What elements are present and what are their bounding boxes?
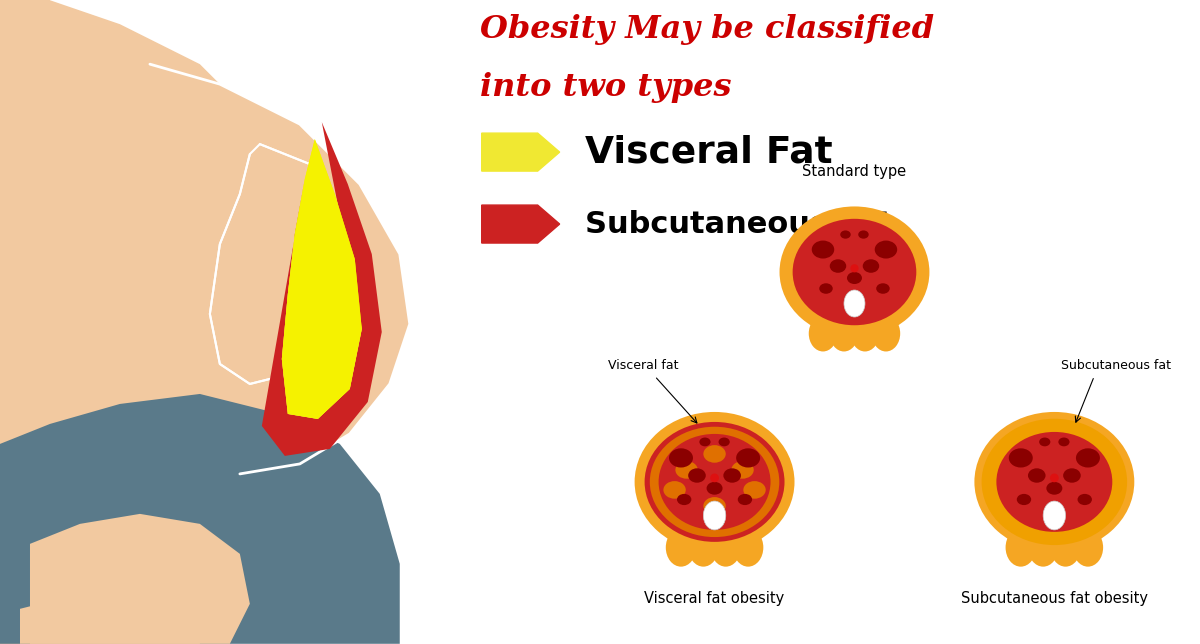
Text: Obesity May be classified: Obesity May be classified [480, 14, 934, 45]
Ellipse shape [688, 528, 719, 567]
Ellipse shape [1043, 501, 1066, 530]
Ellipse shape [703, 501, 726, 530]
Ellipse shape [1058, 437, 1069, 446]
Ellipse shape [996, 432, 1112, 532]
Ellipse shape [1016, 494, 1031, 505]
Ellipse shape [743, 481, 766, 498]
Ellipse shape [871, 316, 900, 352]
Ellipse shape [644, 422, 785, 542]
Ellipse shape [820, 283, 833, 294]
Ellipse shape [1001, 436, 1109, 528]
Ellipse shape [809, 316, 838, 352]
Ellipse shape [1028, 468, 1045, 483]
Text: Standard type: Standard type [803, 164, 906, 179]
Ellipse shape [1063, 468, 1081, 483]
Ellipse shape [659, 434, 770, 530]
Ellipse shape [982, 419, 1127, 545]
Ellipse shape [851, 316, 880, 352]
Ellipse shape [664, 481, 685, 498]
Circle shape [851, 264, 858, 272]
Ellipse shape [710, 528, 740, 567]
Ellipse shape [793, 219, 917, 325]
Ellipse shape [700, 437, 710, 446]
Text: Subcutaneous Fat: Subcutaneous Fat [584, 209, 893, 238]
Ellipse shape [703, 445, 726, 462]
Ellipse shape [1039, 437, 1050, 446]
Polygon shape [150, 64, 409, 474]
Polygon shape [30, 514, 250, 644]
Text: Visceral Fat: Visceral Fat [584, 134, 833, 170]
Text: Visceral fat obesity: Visceral fat obesity [644, 591, 785, 606]
Polygon shape [0, 0, 290, 554]
Circle shape [1050, 473, 1058, 482]
Ellipse shape [876, 283, 889, 294]
Ellipse shape [635, 412, 794, 552]
Ellipse shape [1009, 448, 1033, 468]
Ellipse shape [829, 316, 858, 352]
FancyArrow shape [481, 133, 559, 171]
Ellipse shape [840, 231, 851, 239]
Ellipse shape [719, 437, 730, 446]
Ellipse shape [1076, 448, 1100, 468]
Ellipse shape [649, 427, 779, 537]
Ellipse shape [1046, 482, 1062, 495]
Ellipse shape [738, 494, 752, 505]
Polygon shape [0, 394, 400, 644]
Ellipse shape [731, 461, 754, 478]
Text: Subcutaneous fat obesity: Subcutaneous fat obesity [961, 591, 1148, 606]
Ellipse shape [863, 260, 880, 273]
Ellipse shape [1078, 494, 1092, 505]
Ellipse shape [780, 207, 930, 337]
Polygon shape [20, 599, 200, 644]
Ellipse shape [847, 272, 862, 284]
Polygon shape [210, 144, 340, 384]
Ellipse shape [1073, 528, 1103, 567]
Ellipse shape [703, 497, 726, 515]
Polygon shape [0, 0, 50, 644]
Text: into two types: into two types [480, 72, 731, 103]
Ellipse shape [1050, 528, 1081, 567]
Ellipse shape [858, 231, 869, 239]
Ellipse shape [724, 468, 740, 483]
Polygon shape [282, 139, 361, 419]
Circle shape [710, 473, 719, 482]
Ellipse shape [707, 482, 722, 495]
Ellipse shape [733, 528, 763, 567]
Ellipse shape [688, 468, 706, 483]
Polygon shape [282, 139, 361, 419]
Ellipse shape [666, 528, 696, 567]
Ellipse shape [668, 448, 692, 468]
Ellipse shape [677, 494, 691, 505]
Polygon shape [262, 122, 382, 456]
Ellipse shape [829, 260, 846, 273]
Text: Subcutaneous fat: Subcutaneous fat [1061, 359, 1171, 372]
Ellipse shape [676, 461, 697, 478]
Ellipse shape [875, 241, 898, 258]
Ellipse shape [974, 412, 1134, 552]
Ellipse shape [844, 290, 865, 317]
Ellipse shape [1006, 528, 1036, 567]
Ellipse shape [1028, 528, 1058, 567]
Ellipse shape [804, 229, 905, 315]
Ellipse shape [811, 241, 834, 258]
Ellipse shape [736, 448, 760, 468]
Text: Visceral fat: Visceral fat [607, 359, 678, 372]
FancyArrow shape [481, 205, 559, 243]
